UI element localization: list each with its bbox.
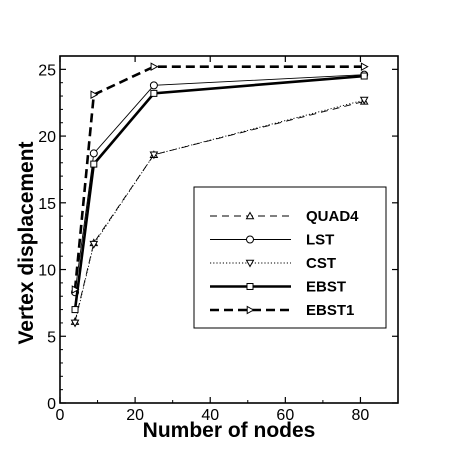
x-tick-label: 80	[352, 407, 370, 424]
data-point	[150, 89, 158, 97]
x-axis: 0 20 40 60 80	[56, 56, 370, 424]
legend-label: EBST1	[306, 302, 354, 319]
x-tick-label: 60	[276, 407, 294, 424]
x-axis-title: Number of nodes	[143, 419, 316, 442]
series-ebst1	[71, 62, 369, 294]
legend-label: EBST	[306, 279, 346, 296]
legend-label: CST	[306, 255, 336, 272]
data-point	[90, 160, 98, 168]
legend-marker	[246, 235, 254, 244]
data-point	[70, 319, 80, 328]
legend-marker	[246, 305, 255, 315]
data-point	[89, 240, 99, 249]
y-tick-label: 20	[38, 129, 56, 146]
legend-marker	[246, 283, 254, 290]
y-tick-label: 5	[47, 329, 56, 346]
legend-marker	[245, 211, 255, 220]
y-axis: 0 5 10 15 20 25	[38, 62, 398, 413]
x-tick-label: 40	[201, 407, 219, 424]
y-tick-label: 10	[38, 263, 56, 280]
y-tick-label: 15	[38, 196, 56, 213]
series-layer	[70, 62, 369, 328]
series-line-ebst1	[73, 65, 365, 290]
data-point	[149, 151, 159, 160]
y-tick-label: 0	[47, 396, 56, 413]
legend-label: QUAD4	[306, 208, 359, 225]
data-point	[149, 81, 158, 90]
legend: QUAD4 LST CST EBST EBST1	[193, 186, 387, 329]
data-point	[90, 90, 99, 100]
legend-box	[193, 186, 387, 329]
data-point	[360, 72, 368, 80]
legend-entry: EBST	[210, 279, 346, 296]
data-point	[89, 149, 98, 158]
series-line-cst	[74, 99, 365, 324]
x-tick-label: 0	[56, 407, 65, 424]
series-line-ebst	[73, 74, 365, 310]
data-point	[150, 62, 159, 72]
y-axis-title: Vertex displacement	[15, 141, 38, 344]
x-tick-label: 20	[126, 407, 144, 424]
data-point	[71, 306, 79, 314]
series-line-lst	[74, 74, 365, 293]
legend-entry: LST	[210, 232, 334, 249]
legend-entry: EBST1	[210, 302, 354, 319]
y-tick-label: 25	[38, 62, 56, 79]
legend-label: LST	[306, 232, 334, 249]
legend-marker	[245, 259, 255, 268]
series-cst	[70, 96, 369, 328]
data-point	[360, 62, 369, 72]
series-ebst	[71, 72, 368, 314]
legend-entry: CST	[210, 255, 336, 272]
legend-entry: QUAD4	[210, 208, 359, 225]
data-point	[71, 285, 80, 294]
data-point	[359, 96, 369, 105]
